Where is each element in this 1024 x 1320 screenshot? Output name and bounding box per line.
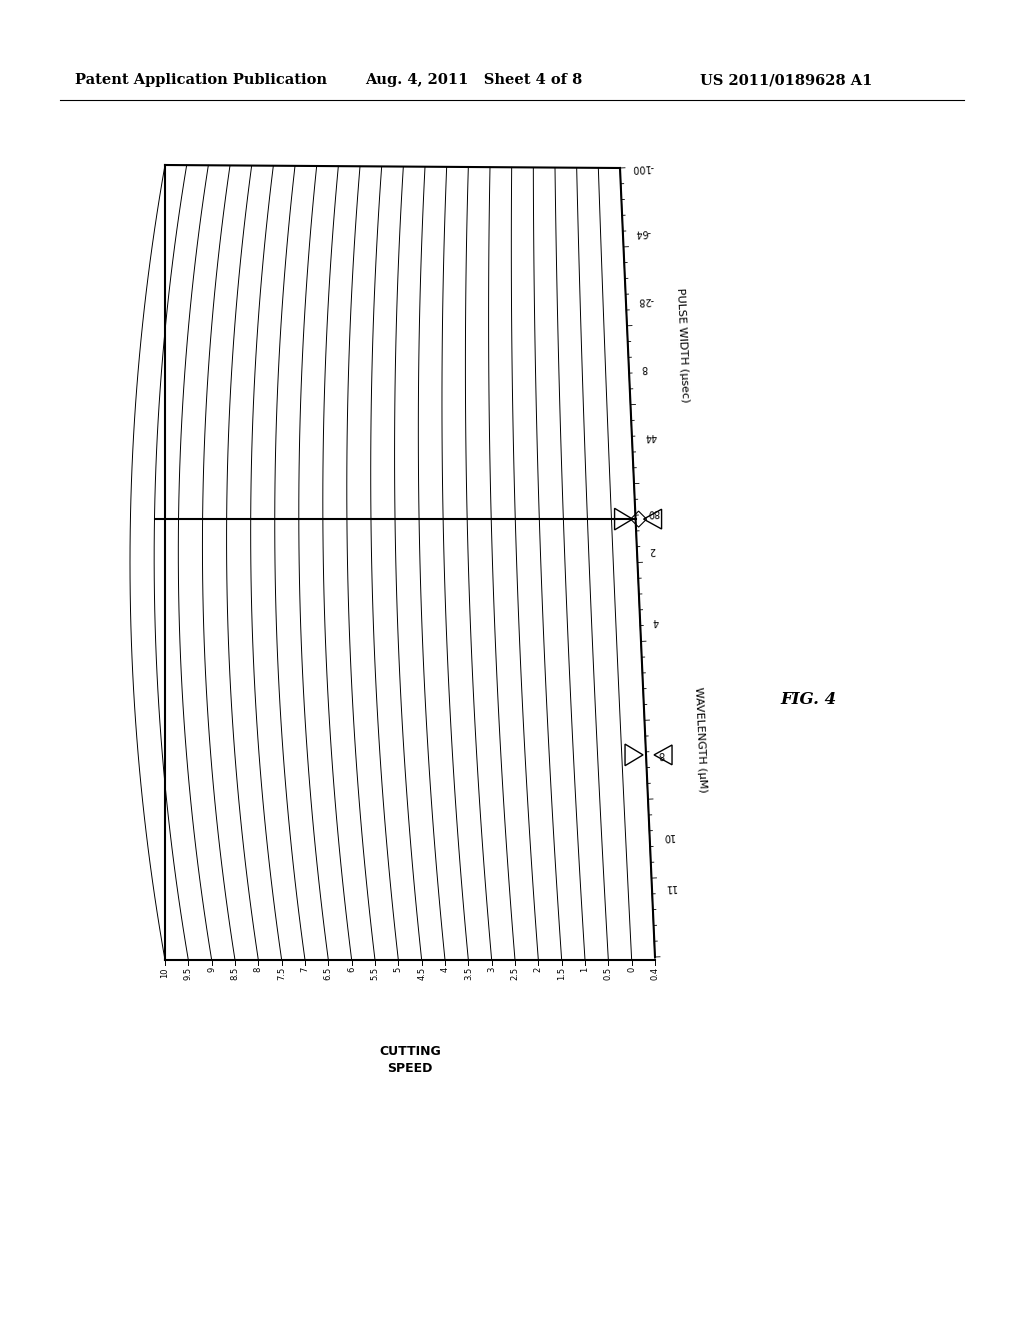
Text: -28: -28: [638, 294, 654, 306]
Text: 11: 11: [664, 882, 677, 892]
Text: 2: 2: [649, 545, 655, 556]
Text: 2.5: 2.5: [511, 968, 519, 981]
Text: 0.4: 0.4: [650, 968, 659, 981]
Text: 9: 9: [207, 968, 216, 973]
Text: 8.5: 8.5: [230, 968, 240, 981]
Text: Aug. 4, 2011   Sheet 4 of 8: Aug. 4, 2011 Sheet 4 of 8: [365, 73, 583, 87]
Text: 44: 44: [644, 432, 656, 442]
Text: 10: 10: [161, 968, 170, 978]
Text: 2: 2: [534, 968, 543, 973]
Text: 7: 7: [300, 968, 309, 973]
Text: PULSE WIDTH (μsec): PULSE WIDTH (μsec): [676, 288, 690, 403]
Text: 9.5: 9.5: [184, 968, 193, 981]
Text: CUTTING
SPEED: CUTTING SPEED: [379, 1045, 441, 1074]
Text: 7.5: 7.5: [278, 968, 286, 981]
Text: 10: 10: [662, 830, 675, 841]
Text: 8: 8: [641, 363, 647, 374]
Text: WAVELENGTH (μM): WAVELENGTH (μM): [693, 686, 708, 793]
Text: 5.5: 5.5: [371, 968, 380, 981]
Text: 4: 4: [652, 616, 658, 626]
Text: 80: 80: [647, 507, 659, 517]
Text: -64: -64: [635, 227, 651, 238]
Text: 0: 0: [627, 968, 636, 973]
Text: 3.5: 3.5: [464, 968, 473, 981]
Text: 0.5: 0.5: [604, 968, 612, 981]
Text: 4.5: 4.5: [417, 968, 426, 981]
Text: 6: 6: [347, 968, 356, 973]
Text: 1.5: 1.5: [557, 968, 566, 981]
Text: 3: 3: [487, 968, 497, 973]
Text: 4: 4: [440, 968, 450, 973]
Text: 1: 1: [581, 968, 590, 973]
Text: 8: 8: [254, 968, 263, 973]
Text: FIG. 4: FIG. 4: [780, 692, 837, 709]
Text: 6.5: 6.5: [324, 968, 333, 981]
Text: 8: 8: [658, 750, 665, 759]
Text: Patent Application Publication: Patent Application Publication: [75, 73, 327, 87]
Text: 5: 5: [394, 968, 402, 973]
Text: US 2011/0189628 A1: US 2011/0189628 A1: [700, 73, 872, 87]
Text: -100: -100: [632, 162, 654, 173]
